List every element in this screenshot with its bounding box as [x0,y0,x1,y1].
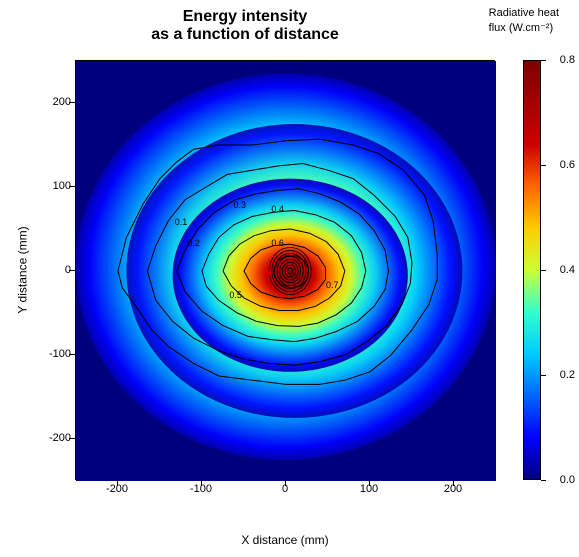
colorbar-tick-label: 0.6 [560,159,575,171]
colorbar-tick-label: 0.2 [560,369,575,381]
colorbar-title-line1: Radiative heat [489,6,559,21]
y-tick-label: -200 [49,432,71,444]
svg-text:0.6: 0.6 [271,238,284,248]
svg-text:0.3: 0.3 [234,200,247,210]
chart-title: Energy intensity as a function of distan… [0,8,490,45]
svg-text:0.4: 0.4 [271,204,284,214]
colorbar-title: Radiative heat flux (W.cm⁻²) [489,6,559,37]
x-axis-label: X distance (mm) [75,533,495,547]
title-line2: as a function of distance [0,26,490,44]
y-tick-label: -100 [49,348,71,360]
y-ticks: -200-1000100200 [35,60,71,480]
svg-text:0.1: 0.1 [175,217,188,227]
plot-area: 0.10.20.30.40.50.60.7 [75,60,495,480]
colorbar-title-line2: flux (W.cm⁻²) [489,21,559,36]
title-line1: Energy intensity [0,8,490,26]
svg-text:0.7: 0.7 [326,280,339,290]
svg-text:0.5: 0.5 [229,290,242,300]
colorbar-tick-label: 0.0 [560,474,575,486]
heatmap-svg: 0.10.20.30.40.50.60.7 [76,61,496,481]
colorbar [523,60,541,480]
colorbar-ticks: 0.00.20.40.60.8 [545,60,575,480]
colorbar-tick-label: 0.8 [560,54,575,66]
colorbar-tick-label: 0.4 [560,264,575,276]
y-axis-label: Y distance (mm) [14,60,32,480]
